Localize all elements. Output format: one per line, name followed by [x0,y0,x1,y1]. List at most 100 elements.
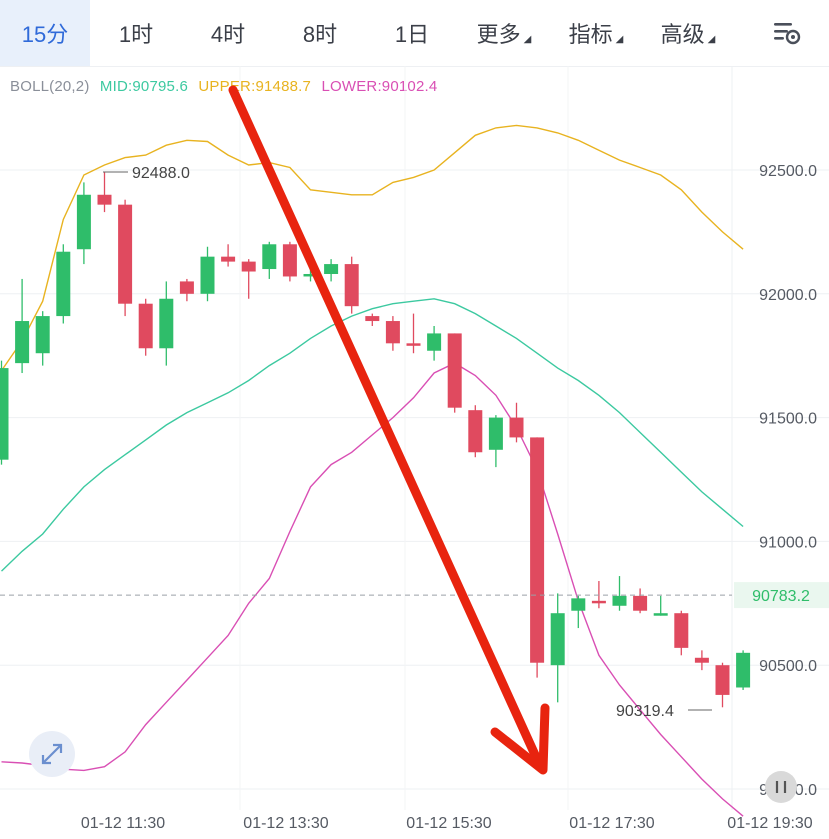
candle-body [221,256,236,262]
tab-more[interactable]: 更多 ◢ [458,0,550,66]
candle [344,256,359,314]
boll-lower-line [1,362,744,817]
x-tick-label: 01-12 15:30 [406,815,492,832]
x-tick-label: 01-12 11:30 [81,815,165,832]
candle [138,298,153,356]
high-price-label: 92488.0 [132,165,190,182]
tab-label: 1日 [394,22,430,47]
candle-body [118,204,133,304]
candlestick-chart[interactable]: 92500.092000.091500.091000.090500.090000… [0,66,829,839]
chart-settings-icon[interactable] [773,20,801,46]
arrow-shaft [228,85,546,773]
tab-1h[interactable]: 1时 [90,0,182,66]
candle [15,278,30,374]
y-tick-label: 92500.0 [759,163,817,180]
tab-15m[interactable]: 15分 [0,0,90,66]
y-tick-label: 91000.0 [759,534,817,551]
candle [365,313,380,326]
candle-body [674,613,689,648]
candle [76,182,91,265]
tab-label: 1时 [118,22,154,47]
candle-body [488,417,503,450]
x-tick-label: 01-12 13:30 [243,815,329,832]
candle-body [179,281,194,294]
x-tick-label: 01-12 17:30 [569,815,655,832]
candle-body [200,256,215,294]
y-tick-label: 91500.0 [759,411,817,428]
candle-body [571,598,586,611]
low-price-label: 90319.4 [616,703,674,720]
candle [427,325,442,361]
candle [530,437,545,678]
candle [406,313,421,354]
candle [633,588,648,614]
y-tick-label: 92000.0 [759,287,817,304]
candle [509,402,524,443]
expand-icon[interactable] [29,731,75,777]
y-tick-label: 90500.0 [759,658,817,675]
candle [221,244,236,267]
boll-lower-value: LOWER:90102.4 [321,78,438,95]
candle-body [138,303,153,349]
candle [262,241,277,279]
candle [35,311,50,366]
x-tick-label: 01-12 19:30 [727,815,813,832]
tab-indicators[interactable]: 指标 ◢ [550,0,642,66]
candle [447,333,462,413]
tab-8h[interactable]: 8时 [274,0,366,66]
boll-lines [0,124,744,817]
candle [179,278,194,302]
last-price-label: 90783.2 [752,588,810,605]
candle-body [303,273,318,277]
candle-body [715,665,730,695]
boll-upper-value: UPPER:91488.7 [198,78,312,95]
tab-label: 15分 [21,22,69,47]
candle-body [447,333,462,408]
candle [612,576,627,611]
candle-body [241,261,256,272]
boll-upper-line [0,124,744,371]
candle [571,595,586,629]
arrow-head [490,703,550,775]
candle-body [76,194,91,250]
candle [241,259,256,299]
axis-labels: 92500.092000.091500.091000.090500.090000… [0,163,829,832]
dropdown-caret-icon: ◢ [615,33,624,45]
candle [653,595,668,616]
candle [200,246,215,302]
candle [694,650,709,671]
candle-body [324,264,339,274]
candle-body [262,244,277,270]
candle-body [385,321,400,344]
candle-body [282,244,297,277]
candle [736,650,751,690]
tab-advanced[interactable]: 高级 ◢ [642,0,734,66]
scroll-to-latest-icon[interactable] [765,771,797,803]
candle-body [591,600,606,604]
dropdown-caret-icon: ◢ [707,33,716,45]
boll-mid-line [1,298,744,572]
candle-body [0,368,9,460]
candle-body [653,613,668,616]
candle-body [509,417,524,438]
boll-name: BOLL(20,2) [10,78,90,95]
candle-body [468,410,483,453]
candle-body [694,657,709,663]
candle-body [406,343,421,346]
candle [715,662,730,708]
candle [674,610,689,656]
boll-mid-value: MID:90795.6 [99,78,189,95]
candle-body [550,613,565,666]
candle-body [736,652,751,688]
last-price-badge [734,582,829,609]
tab-4h[interactable]: 4时 [182,0,274,66]
candle-body [15,321,30,364]
candle-body [35,316,50,354]
candle-body [159,298,174,349]
candle-body [427,333,442,351]
candles [0,172,751,708]
tab-1d[interactable]: 1日 [366,0,458,66]
down-arrow-annotation [228,85,550,775]
candle-body [97,194,112,205]
